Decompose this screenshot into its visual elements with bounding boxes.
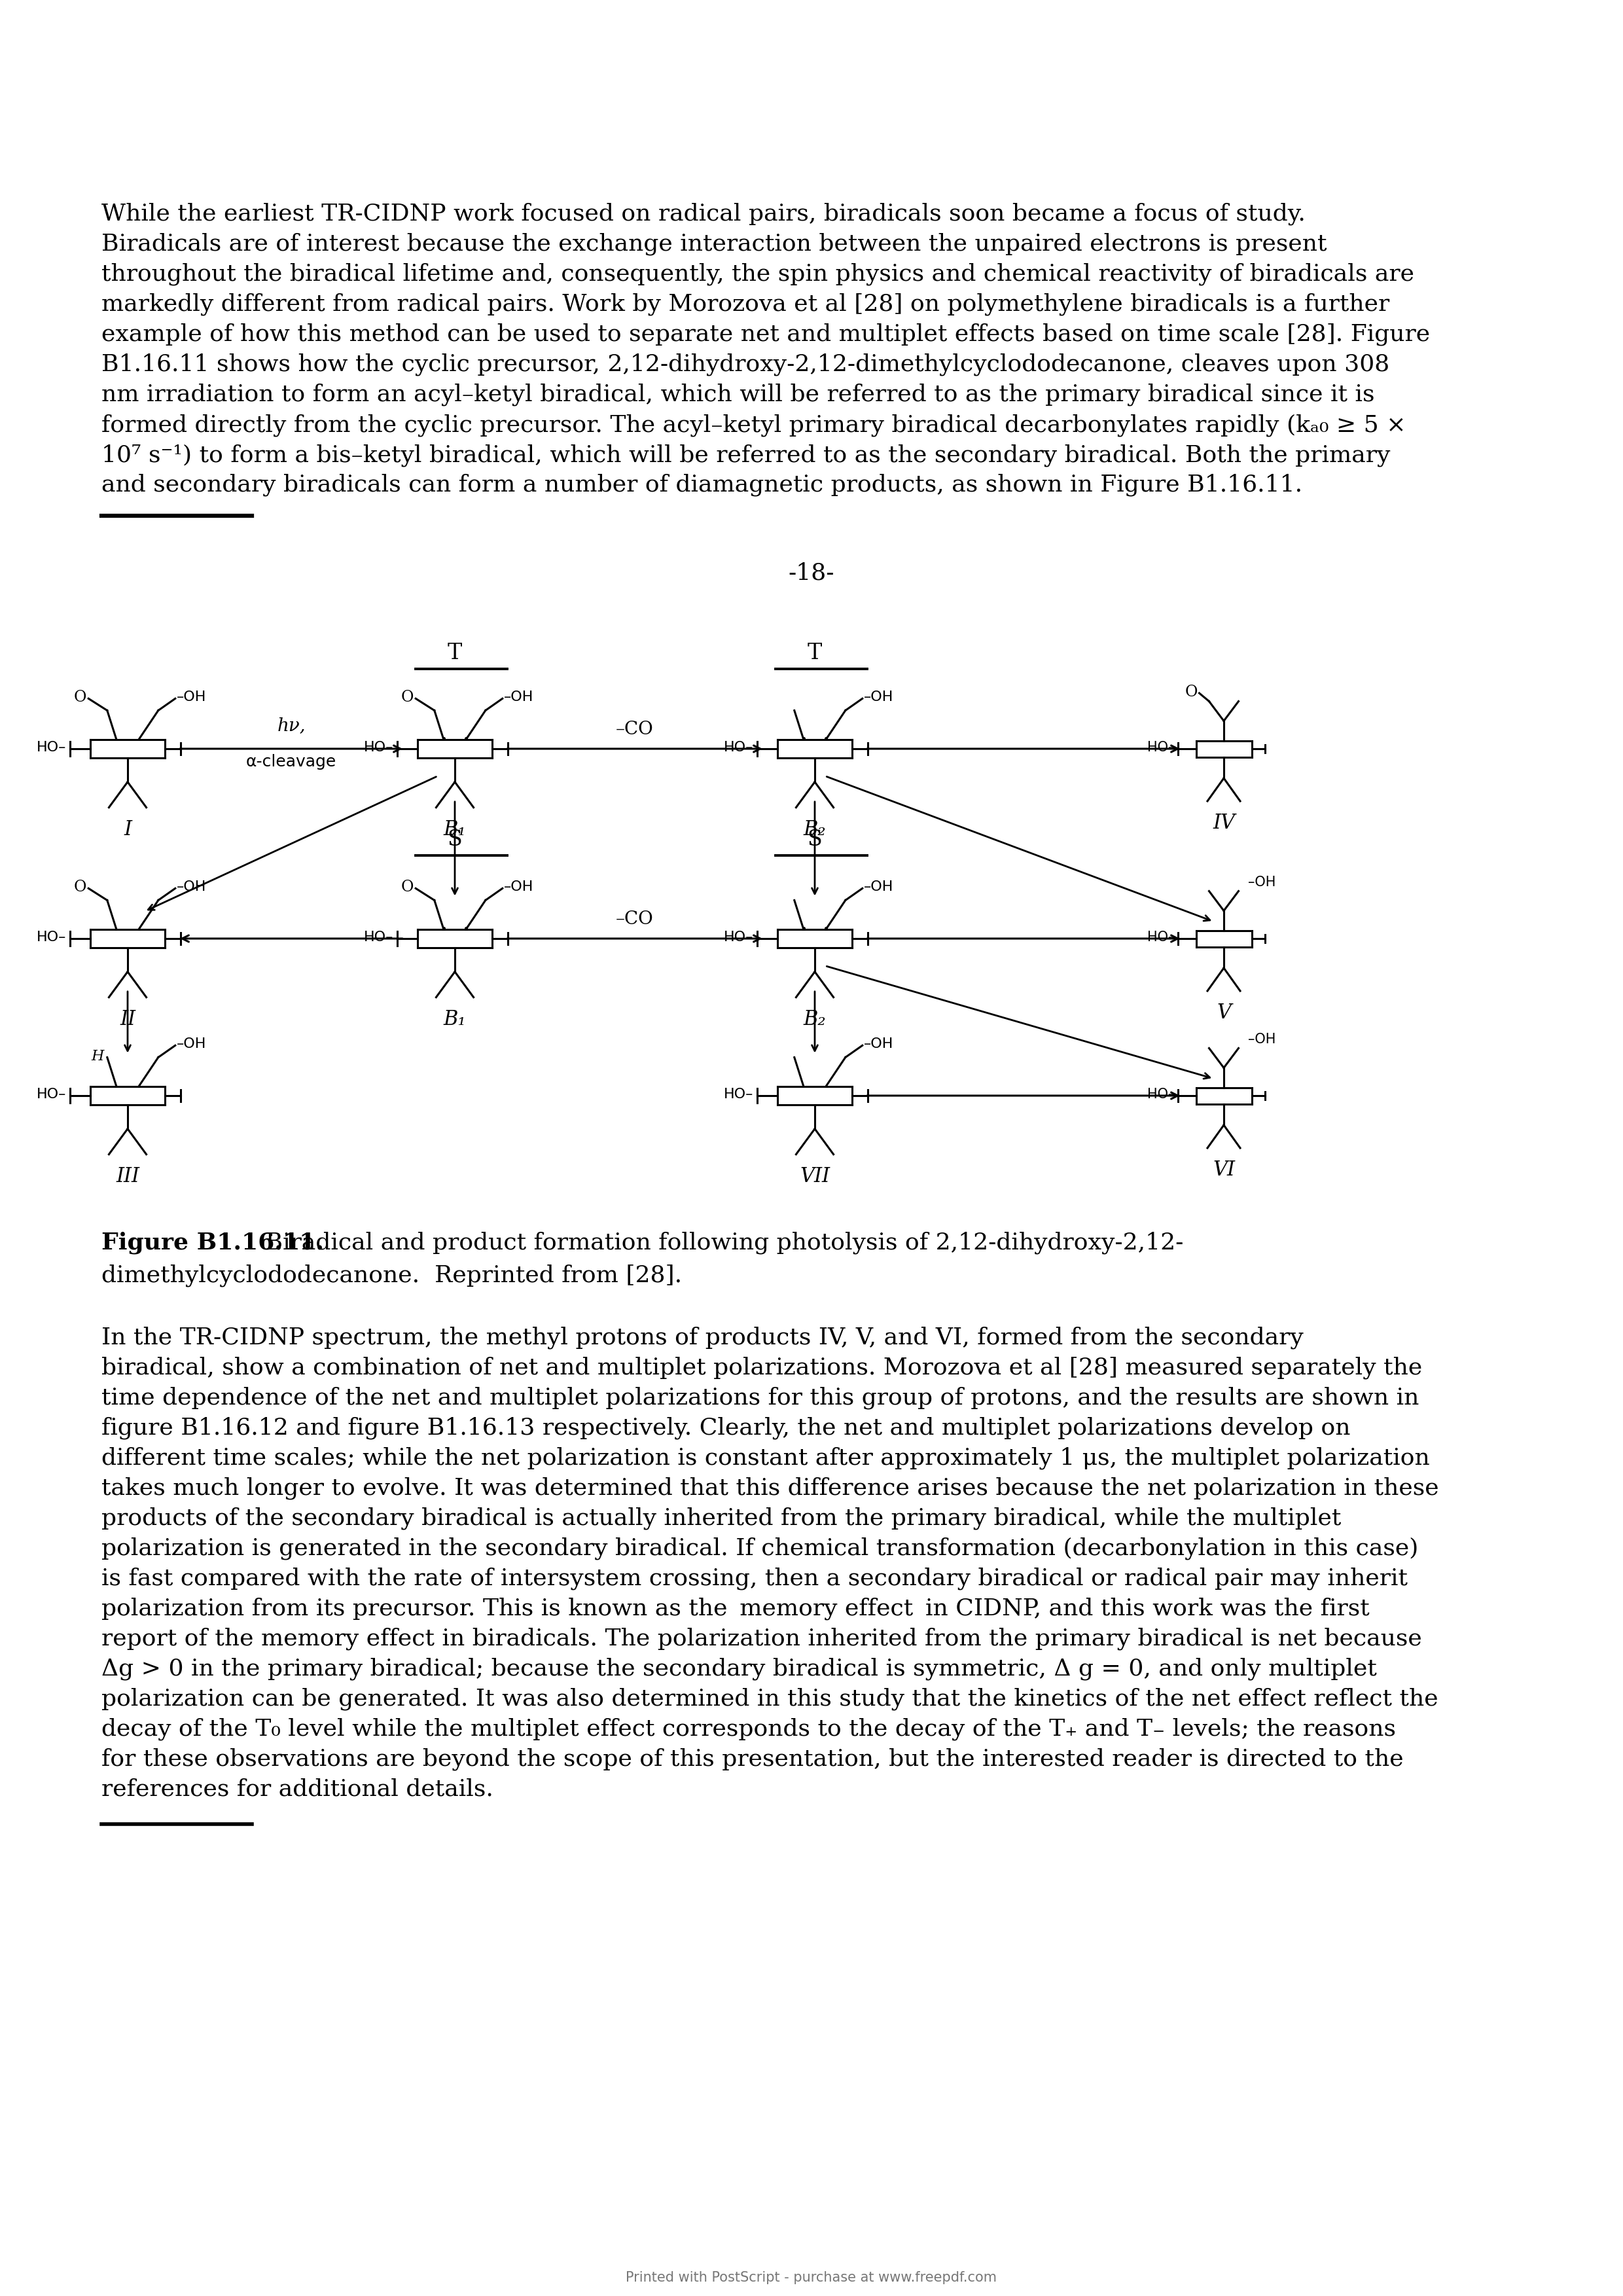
Text: throughout the biradical lifetime and, consequently, the spin physics and chemic: throughout the biradical lifetime and, c… [101, 264, 1414, 285]
Text: HO–: HO– [724, 742, 753, 753]
Text: –OH: –OH [177, 691, 206, 705]
Text: Printed with PostScript - purchase at www.freepdf.com: Printed with PostScript - purchase at ww… [626, 2271, 997, 2285]
Text: -18-: -18- [789, 563, 834, 583]
Text: polarization can be generated. It was also determined in this study that the kin: polarization can be generated. It was al… [101, 1688, 1438, 1711]
Text: formed directly from the cyclic precursor. The acyl–ketyl primary biradical deca: formed directly from the cyclic precurso… [101, 413, 1406, 436]
Text: HO–: HO– [364, 742, 394, 753]
Text: O: O [1185, 684, 1198, 700]
Text: –OH: –OH [177, 1038, 206, 1052]
Text: –OH: –OH [863, 691, 893, 705]
Text: polarization is generated in the secondary biradical. If chemical transformation: polarization is generated in the seconda… [101, 1536, 1419, 1559]
Text: B1.16.11 shows how the cyclic precursor, 2,12-dihydroxy-2,12-dimethylcyclododeca: B1.16.11 shows how the cyclic precursor,… [101, 354, 1389, 377]
Text: In the TR-CIDNP spectrum, the methyl protons of products IV, V, and VI, formed f: In the TR-CIDNP spectrum, the methyl pro… [101, 1327, 1303, 1348]
Text: B₁: B₁ [443, 1008, 466, 1029]
Text: B₂: B₂ [803, 1008, 826, 1029]
Text: –OH: –OH [177, 879, 206, 893]
Text: While the earliest TR-CIDNP work focused on radical pairs, biradicals soon becam: While the earliest TR-CIDNP work focused… [101, 202, 1305, 225]
Text: α-cleavage: α-cleavage [247, 753, 336, 769]
Text: figure B1.16.12 and figure B1.16.13 respectively. Clearly, the net and multiplet: figure B1.16.12 and figure B1.16.13 resp… [101, 1417, 1350, 1440]
Text: time dependence of the net and multiplet polarizations for this group of protons: time dependence of the net and multiplet… [101, 1387, 1419, 1410]
Text: S: S [807, 829, 823, 850]
Text: O: O [73, 879, 86, 895]
Text: dimethylcyclododecanone.  Reprinted from [28].: dimethylcyclododecanone. Reprinted from … [101, 1265, 682, 1286]
Text: report of the memory effect in biradicals. The polarization inherited from the p: report of the memory effect in biradical… [101, 1628, 1422, 1651]
Text: O: O [401, 689, 414, 705]
Text: –OH: –OH [1248, 877, 1276, 889]
Text: –OH: –OH [1248, 1033, 1276, 1047]
Text: Biradical and product formation following photolysis of 2,12-dihydroxy-2,12-: Biradical and product formation followin… [258, 1231, 1183, 1254]
Text: references for additional details.: references for additional details. [101, 1777, 493, 1800]
Text: Biradicals are of interest because the exchange interaction between the unpaired: Biradicals are of interest because the e… [101, 232, 1328, 255]
Text: HO–: HO– [1147, 930, 1175, 944]
Text: HO–: HO– [724, 930, 753, 944]
Text: HO–: HO– [37, 742, 67, 753]
Text: and secondary biradicals can form a number of diamagnetic products, as shown in : and secondary biradicals can form a numb… [101, 473, 1302, 496]
Text: for these observations are beyond the scope of this presentation, but the intere: for these observations are beyond the sc… [101, 1747, 1404, 1770]
Text: takes much longer to evolve. It was determined that this difference arises becau: takes much longer to evolve. It was dete… [101, 1476, 1440, 1499]
Text: HO–: HO– [37, 930, 67, 944]
Text: –OH: –OH [503, 879, 534, 893]
Text: –CO: –CO [615, 721, 654, 739]
Text: I: I [123, 820, 131, 840]
Text: V: V [1217, 1003, 1230, 1024]
Text: –CO: –CO [615, 912, 654, 928]
Text: –OH: –OH [503, 691, 534, 705]
Text: HO–: HO– [37, 1088, 67, 1100]
Text: example of how this method can be used to separate net and multiplet effects bas: example of how this method can be used t… [101, 324, 1430, 347]
Text: –OH: –OH [863, 879, 893, 893]
Text: II: II [120, 1008, 135, 1029]
Text: IV: IV [1212, 813, 1235, 833]
Text: T: T [448, 643, 463, 664]
Text: 10⁷ s⁻¹) to form a bis–ketyl biradical, which will be referred to as the seconda: 10⁷ s⁻¹) to form a bis–ketyl biradical, … [101, 443, 1391, 466]
Text: biradical, show a combination of net and multiplet polarizations. Morozova et al: biradical, show a combination of net and… [101, 1357, 1422, 1380]
Text: O: O [73, 689, 86, 705]
Text: markedly different from radical pairs. Work by Morozova et al [28] on polymethyl: markedly different from radical pairs. W… [101, 294, 1389, 317]
Text: products of the secondary biradical is actually inherited from the primary birad: products of the secondary biradical is a… [101, 1506, 1341, 1529]
Text: VI: VI [1212, 1159, 1235, 1180]
Text: HO–: HO– [724, 1088, 753, 1100]
Text: nm irradiation to form an acyl–ketyl biradical, which will be referred to as the: nm irradiation to form an acyl–ketyl bir… [101, 383, 1375, 406]
Text: –OH: –OH [863, 1038, 893, 1052]
Text: HO–: HO– [1147, 1088, 1175, 1100]
Text: Figure B1.16.11.: Figure B1.16.11. [101, 1231, 325, 1254]
Text: Δg > 0 in the primary biradical; because the secondary biradical is symmetric, Δ: Δg > 0 in the primary biradical; because… [101, 1658, 1376, 1681]
Text: B₂: B₂ [803, 820, 826, 840]
Text: S: S [448, 829, 463, 850]
Text: polarization from its precursor. This is known as the  memory effect  in CIDNP, : polarization from its precursor. This is… [101, 1598, 1370, 1619]
Text: O: O [401, 879, 414, 895]
Text: VII: VII [800, 1166, 829, 1187]
Text: decay of the T₀ level while the multiplet effect corresponds to the decay of the: decay of the T₀ level while the multiple… [101, 1717, 1396, 1740]
Text: is fast compared with the rate of intersystem crossing, then a secondary biradic: is fast compared with the rate of inters… [101, 1566, 1407, 1589]
Text: III: III [115, 1166, 140, 1187]
Text: hν,: hν, [278, 716, 305, 735]
Text: T: T [808, 643, 823, 664]
Text: HO–: HO– [364, 930, 394, 944]
Text: HO–: HO– [1147, 742, 1175, 753]
Text: B₁: B₁ [443, 820, 466, 840]
Text: H: H [91, 1049, 104, 1063]
Text: different time scales; while the net polarization is constant after approximatel: different time scales; while the net pol… [101, 1446, 1430, 1469]
